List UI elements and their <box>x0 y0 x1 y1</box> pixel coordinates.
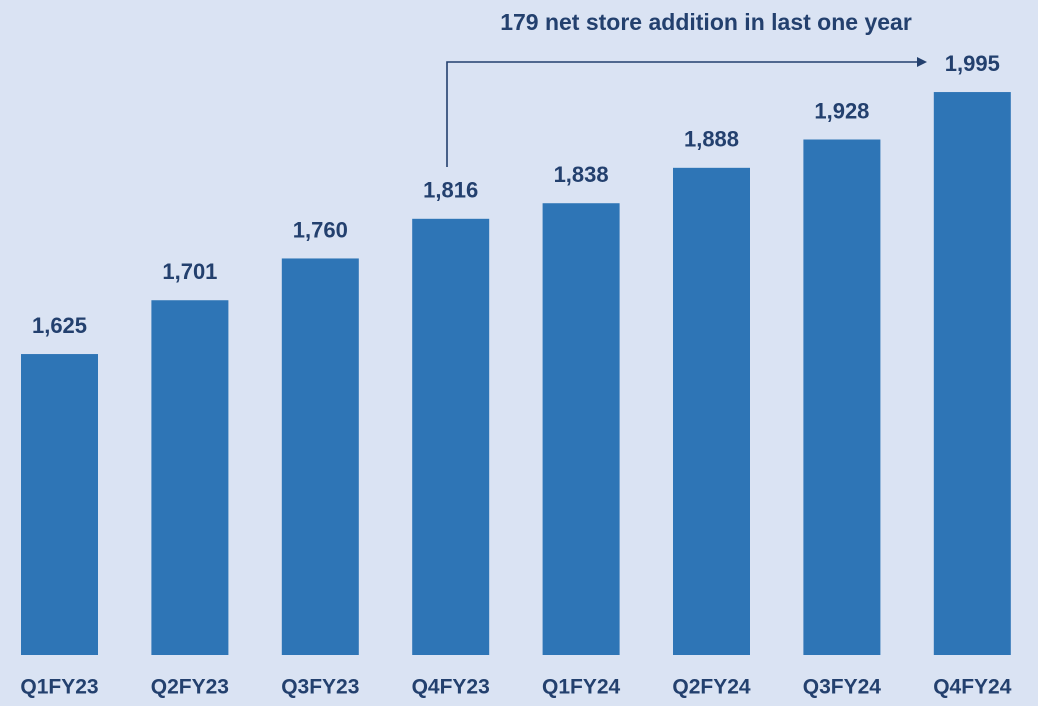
x-tick-label: Q4FY23 <box>412 676 490 699</box>
bar <box>281 258 359 655</box>
x-tick-label: Q3FY24 <box>803 676 882 699</box>
x-tick-label: Q2FY23 <box>151 676 229 699</box>
value-label: 1,995 <box>945 51 1000 76</box>
x-tick-label: Q2FY24 <box>672 676 751 699</box>
bar <box>21 354 98 655</box>
value-label: 1,760 <box>293 217 348 242</box>
x-tick-label: Q3FY23 <box>281 676 359 699</box>
value-label: 1,888 <box>684 127 739 152</box>
x-tick-label: Q4FY24 <box>933 676 1012 699</box>
bar <box>933 92 1011 655</box>
x-tick-label: Q1FY23 <box>20 676 98 699</box>
value-label: 1,928 <box>814 98 869 123</box>
x-tick-label: Q1FY24 <box>542 676 621 699</box>
value-label: 1,816 <box>423 178 478 203</box>
bar <box>803 139 881 655</box>
annotation: 179 net store addition in last one year <box>500 9 912 35</box>
value-label: 1,701 <box>162 259 217 284</box>
bar <box>673 167 750 655</box>
bar <box>542 203 620 655</box>
bar <box>151 300 229 655</box>
bar <box>412 218 490 655</box>
value-label: 1,625 <box>32 313 87 338</box>
annotation-arrow <box>446 57 927 167</box>
value-label: 1,838 <box>554 162 609 187</box>
